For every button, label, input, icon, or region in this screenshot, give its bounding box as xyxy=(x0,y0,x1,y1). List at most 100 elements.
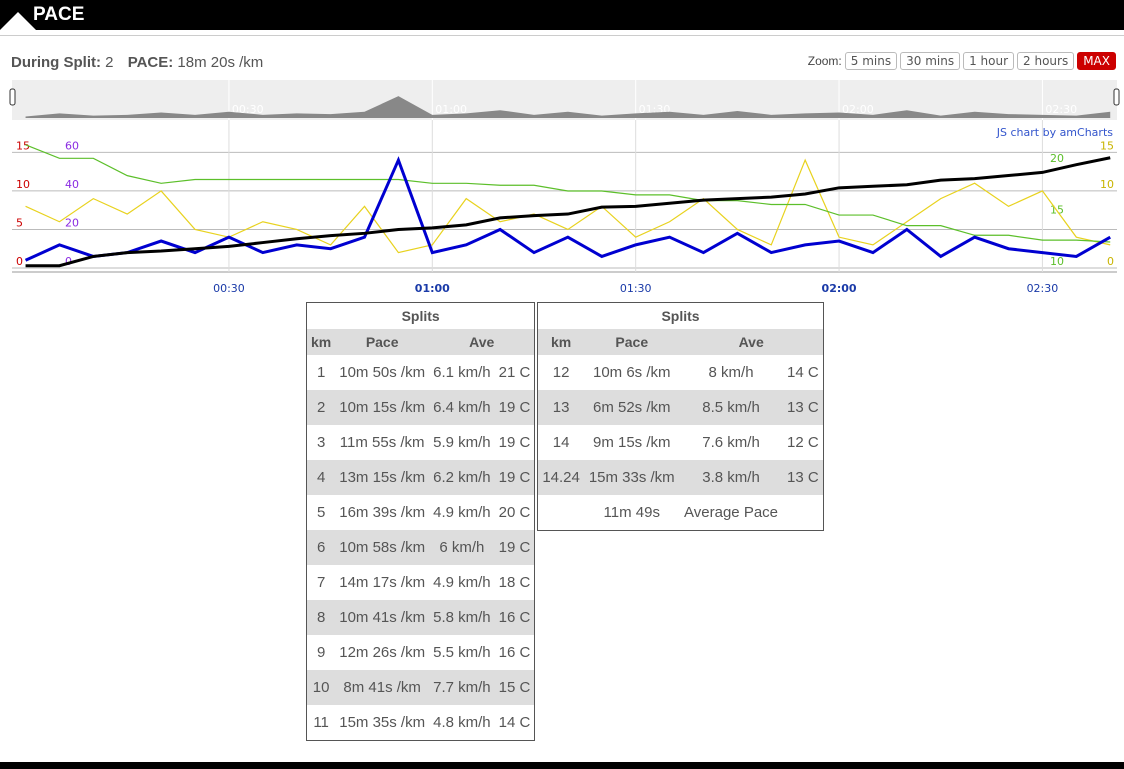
cell: 13 C xyxy=(782,390,824,425)
series-line xyxy=(25,158,1111,254)
split-row: 5 16m 39s /km 4.9 km/h 20 C xyxy=(307,495,535,530)
cell: 19 C xyxy=(494,390,535,425)
series-line xyxy=(24,156,1111,262)
cell: 4 xyxy=(306,460,336,495)
zoom-button[interactable]: MAX xyxy=(1077,52,1116,70)
x-tick-label: 02:30 xyxy=(1027,282,1059,295)
split-row: 4 13m 15s /km 6.2 km/h 19 C xyxy=(306,460,535,495)
column-header: Ave xyxy=(679,329,824,355)
x-tick-label: 01:00 xyxy=(415,282,450,295)
cell: 12m 26s /km xyxy=(339,644,426,661)
x-tick-label: 01:30 xyxy=(620,282,652,295)
cell: 7.6 km/h xyxy=(702,434,760,451)
split-row: 6 10m 58s /km 6 km/h 19 C xyxy=(306,530,535,565)
cell: 15m 35s /km xyxy=(339,714,426,731)
cell: 8m 41s /km xyxy=(335,670,430,705)
nav-tick-label: 01:00 xyxy=(435,103,467,116)
split-value: 2 xyxy=(105,54,114,71)
cell: 3 xyxy=(316,434,326,451)
y-tick-label: 15 xyxy=(16,139,30,152)
column-header: Pace xyxy=(335,329,430,355)
cell: 4.8 km/h xyxy=(433,714,491,731)
split-row: 1 10m 50s /km 6.1 km/h 21 C xyxy=(307,355,535,390)
cell: 5.5 km/h xyxy=(433,644,491,661)
cell: 9m 15s /km xyxy=(592,434,671,451)
cell: 19 C xyxy=(498,434,531,451)
cell: 10m 15s /km xyxy=(335,390,430,425)
split-row: 2 10m 15s /km 6.4 km/h 19 C xyxy=(306,390,535,425)
cell: 6 xyxy=(306,530,336,565)
split-row: 11 15m 35s /km 4.8 km/h 14 C xyxy=(307,705,535,741)
split-row: 7 14m 17s /km 4.9 km/h 18 C xyxy=(307,565,535,600)
y-tick-label: 40 xyxy=(65,178,79,191)
cell: 8.5 km/h xyxy=(679,390,783,425)
y-tick-label: 10 xyxy=(16,178,30,191)
cell: 11m 49s xyxy=(603,504,660,521)
column-header: Ave xyxy=(429,329,535,355)
x-tick-label: 00:30 xyxy=(213,282,245,295)
footer-row: 11m 49s Average Pace xyxy=(538,495,824,531)
nav-tick-label: 00:30 xyxy=(232,103,264,116)
cell: 6.4 km/h xyxy=(429,390,495,425)
cell: 18 C xyxy=(498,574,531,591)
splits-table: Splits km Pace Ave 12 10m 6s /km 8 km/h 14 C 13 6… xyxy=(537,302,824,531)
column-header: km xyxy=(537,329,585,355)
column-header: Pace xyxy=(584,329,680,355)
series-line xyxy=(25,144,1111,243)
cell: 20 C xyxy=(498,504,531,521)
cell: 14.24 xyxy=(537,460,585,495)
cell: 10m 41s /km xyxy=(335,600,430,635)
cell: 13m 15s /km xyxy=(335,460,430,495)
header-bar: PACE xyxy=(0,0,1124,30)
header-title: PACE xyxy=(33,4,85,25)
split-row: 13 6m 52s /km 8.5 km/h 13 C xyxy=(537,390,824,425)
status: During Split: 2 PACE: 18m 20s /km xyxy=(11,54,273,71)
cell: 21 C xyxy=(498,364,531,381)
y-tick-label: 10 xyxy=(1100,178,1114,191)
y-tick-label: 10 xyxy=(1050,255,1064,268)
title-row: Splits xyxy=(307,303,535,330)
cell: 14 C xyxy=(498,714,531,731)
cell: 12 xyxy=(552,364,570,381)
splits-table: Splits km Pace Ave 1 10m 50s /km 6.1 km/h 21 C 2… xyxy=(306,302,536,741)
cell: 10 xyxy=(306,670,336,705)
cell: 8 xyxy=(306,600,336,635)
column-header: km xyxy=(306,329,336,355)
pace-label: PACE: xyxy=(127,54,174,71)
series-line xyxy=(25,156,1111,268)
cell: 11 xyxy=(313,714,329,731)
cell: 5.9 km/h xyxy=(433,434,491,451)
navigator-handle[interactable] xyxy=(1113,88,1120,106)
pace-value: 18m 20s /km xyxy=(177,54,264,71)
cell: 3.8 km/h xyxy=(679,460,783,495)
navigator-handle[interactable] xyxy=(9,88,16,106)
table-title: Splits xyxy=(401,308,440,324)
cell: 16 C xyxy=(498,644,531,661)
cell: 7.7 km/h xyxy=(429,670,495,705)
cell: 6.1 km/h xyxy=(433,364,491,381)
cell: 12 C xyxy=(787,434,819,451)
cell: 4.9 km/h xyxy=(433,574,491,591)
y-tick-label: 0 xyxy=(1107,255,1114,268)
cell: 13 xyxy=(537,390,585,425)
zoom-button[interactable]: 2 hours xyxy=(1017,52,1075,70)
zoom-label: Zoom: xyxy=(807,54,842,68)
cell: 6m 52s /km xyxy=(584,390,680,425)
zoom-button[interactable]: 5 mins xyxy=(844,52,898,70)
title-row: Splits xyxy=(538,303,824,330)
credit: JS chart by amCharts xyxy=(996,126,1113,139)
y-tick-label: 20 xyxy=(1050,152,1064,165)
cell: 6.2 km/h xyxy=(429,460,495,495)
cell: 10m 58s /km xyxy=(335,530,430,565)
cell: 19 C xyxy=(494,460,535,495)
zoom-button[interactable]: 1 hour xyxy=(963,52,1015,70)
cell: 2 xyxy=(306,390,336,425)
cell: 10m 6s /km xyxy=(592,364,671,381)
zoom-button[interactable]: 30 mins xyxy=(900,52,961,70)
cell: 1 xyxy=(316,364,326,381)
navigator-area xyxy=(25,96,1111,118)
cell: 6 km/h xyxy=(429,530,495,565)
split-row: 9 12m 26s /km 5.5 km/h 16 C xyxy=(307,635,535,670)
split-row: 12 10m 6s /km 8 km/h 14 C xyxy=(538,355,824,390)
